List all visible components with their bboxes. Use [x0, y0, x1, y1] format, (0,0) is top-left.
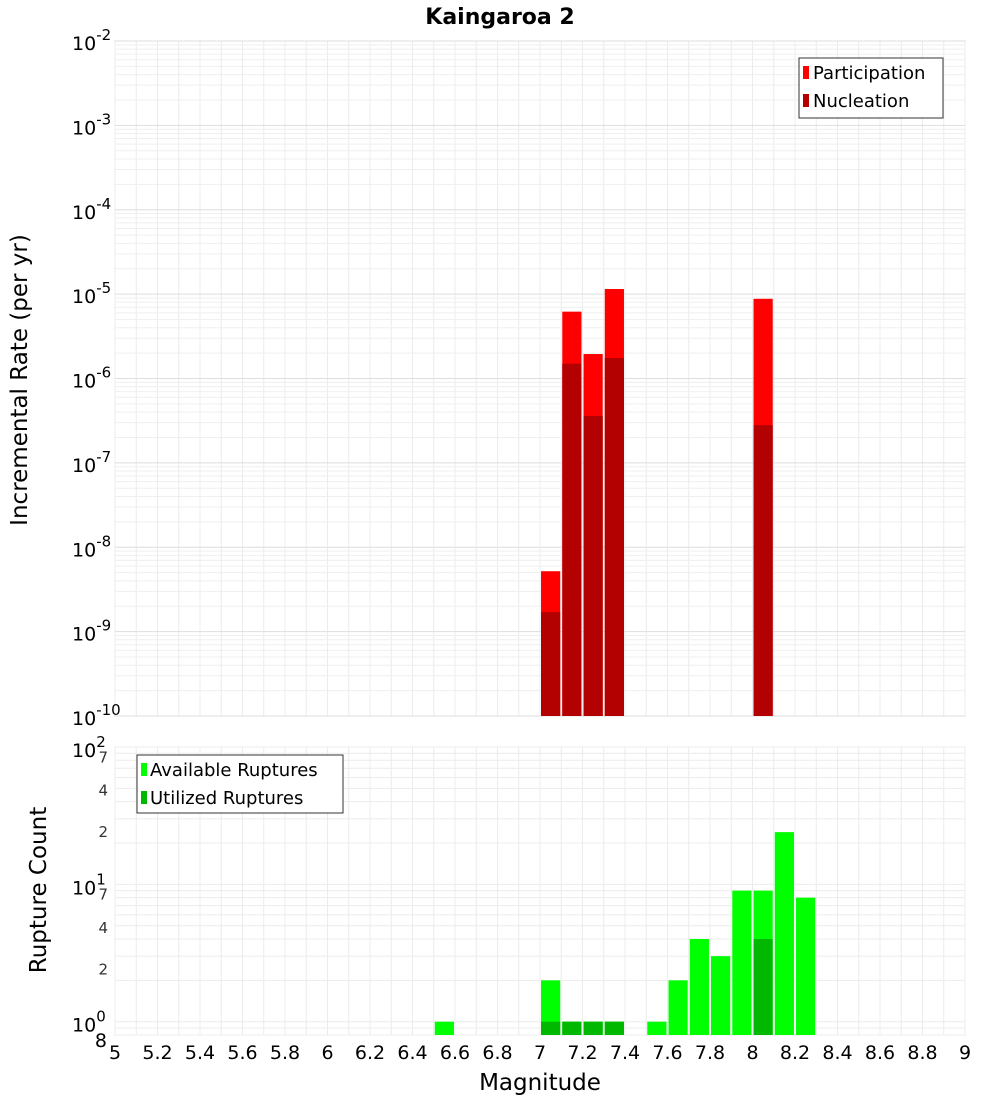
top-panel: 10-10 10-9 10-8 10-7 10-6 10-5 10-4 10-3 10-2 In… — [7, 26, 966, 730]
legend-label-nucleation: Nucleation — [813, 91, 909, 112]
available-ruptures-bar — [647, 1021, 667, 1035]
top-y-tick-label: 10-5 — [72, 279, 111, 308]
top-y-tick-label: 10-9 — [72, 617, 111, 646]
bottom-legend-box — [136, 754, 344, 814]
legend-swatch-utilized — [141, 791, 147, 804]
bottom-y-tick-label: 100 — [72, 1008, 106, 1037]
available-ruptures-bar — [434, 1021, 454, 1035]
x-tick-label: 7.4 — [610, 1042, 640, 1064]
utilized-ruptures-bar — [541, 1021, 561, 1035]
bottom-y-tick-label: 4 — [98, 919, 108, 937]
top-legend: Participation Nucleation — [798, 57, 944, 119]
x-tick-label: 5 — [109, 1042, 121, 1064]
bottom-y-tick-label: 7 — [98, 748, 108, 766]
x-tick-label: 7.8 — [695, 1042, 725, 1064]
x-tick-label: 6 — [321, 1042, 333, 1064]
bottom-y-tick-label: 102 — [72, 733, 106, 762]
bottom-y-axis-label: Rupture Count — [26, 807, 52, 973]
top-grid — [114, 40, 966, 717]
bottom-bars — [434, 832, 816, 1035]
x-tick-label: 5.2 — [142, 1042, 172, 1064]
utilized-ruptures-bar — [562, 1021, 582, 1035]
top-y-tick-label: 10-6 — [72, 364, 111, 393]
x-tick-labels: 5 5.2 5.4 5.6 5.8 6 6.2 6.4 6.6 6.8 7 7.2 7.4 7.6 7.8 8… — [109, 1042, 971, 1064]
legend-swatch-nucleation — [803, 94, 809, 107]
available-ruptures-bar — [689, 939, 709, 1035]
top-y-axis-label: Incremental Rate (per yr) — [7, 234, 33, 526]
utilized-ruptures-bar — [753, 939, 773, 1035]
available-ruptures-bar — [732, 890, 752, 1035]
x-tick-label: 6.2 — [355, 1042, 385, 1064]
x-tick-label: 5.8 — [270, 1042, 300, 1064]
bottom-legend: Available Ruptures Utilized Ruptures — [136, 754, 344, 814]
bottom-y-tick-label: 7 — [98, 886, 108, 904]
nucleation-bar — [753, 425, 773, 716]
legend-swatch-participation — [803, 66, 809, 79]
available-ruptures-bar — [774, 832, 794, 1035]
x-tick-label: 7.2 — [567, 1042, 597, 1064]
legend-swatch-available — [141, 763, 147, 776]
bottom-y-tick-label: 8 — [95, 1030, 107, 1052]
x-tick-label: 6.4 — [397, 1042, 427, 1064]
nucleation-bar — [541, 612, 561, 716]
x-tick-label: 8.8 — [907, 1042, 937, 1064]
available-ruptures-bar — [796, 897, 816, 1035]
x-tick-label: 7 — [534, 1042, 546, 1064]
available-ruptures-bar — [711, 956, 731, 1035]
x-tick-label: 8 — [746, 1042, 758, 1064]
nucleation-bar — [583, 415, 603, 716]
top-y-tick-labels: 10-10 10-9 10-8 10-7 10-6 10-5 10-4 10-3 10-2 — [72, 26, 121, 730]
x-tick-label: 6.8 — [482, 1042, 512, 1064]
x-tick-label: 8.6 — [865, 1042, 895, 1064]
x-tick-label: 7.6 — [652, 1042, 682, 1064]
utilized-ruptures-bar — [604, 1021, 624, 1035]
x-tick-label: 5.6 — [227, 1042, 257, 1064]
x-axis-label: Magnitude — [479, 1070, 601, 1096]
top-y-tick-label: 10-3 — [72, 110, 111, 139]
legend-label-utilized: Utilized Ruptures — [150, 788, 303, 809]
nucleation-bar — [562, 363, 582, 716]
top-y-tick-label: 10-8 — [72, 532, 111, 561]
bottom-y-tick-label: 4 — [98, 782, 108, 800]
utilized-ruptures-bar — [583, 1021, 603, 1035]
available-ruptures-bar — [668, 980, 688, 1035]
x-tick-label: 9 — [959, 1042, 971, 1064]
chart-title: Kaingaroa 2 — [425, 5, 574, 30]
x-tick-label: 5.4 — [185, 1042, 215, 1064]
top-bars — [541, 289, 773, 716]
available-ruptures-bar — [541, 980, 561, 1035]
x-tick-label: 8.4 — [822, 1042, 852, 1064]
bottom-y-tick-label: 101 — [72, 870, 106, 899]
bottom-y-tick-label: 2 — [98, 960, 108, 978]
top-y-tick-label: 10-4 — [72, 195, 111, 224]
legend-label-participation: Participation — [813, 63, 925, 84]
nucleation-bar — [604, 357, 624, 716]
top-y-tick-label: 10-2 — [72, 26, 111, 55]
x-tick-label: 8.2 — [780, 1042, 810, 1064]
top-legend-box — [798, 57, 944, 119]
bottom-y-tick-label: 2 — [98, 823, 108, 841]
top-y-tick-label: 10-7 — [72, 448, 111, 477]
bottom-grid — [114, 746, 966, 1036]
top-y-tick-label: 10-10 — [72, 701, 121, 730]
x-tick-label: 6.6 — [440, 1042, 470, 1064]
legend-label-available: Available Ruptures — [150, 760, 318, 781]
